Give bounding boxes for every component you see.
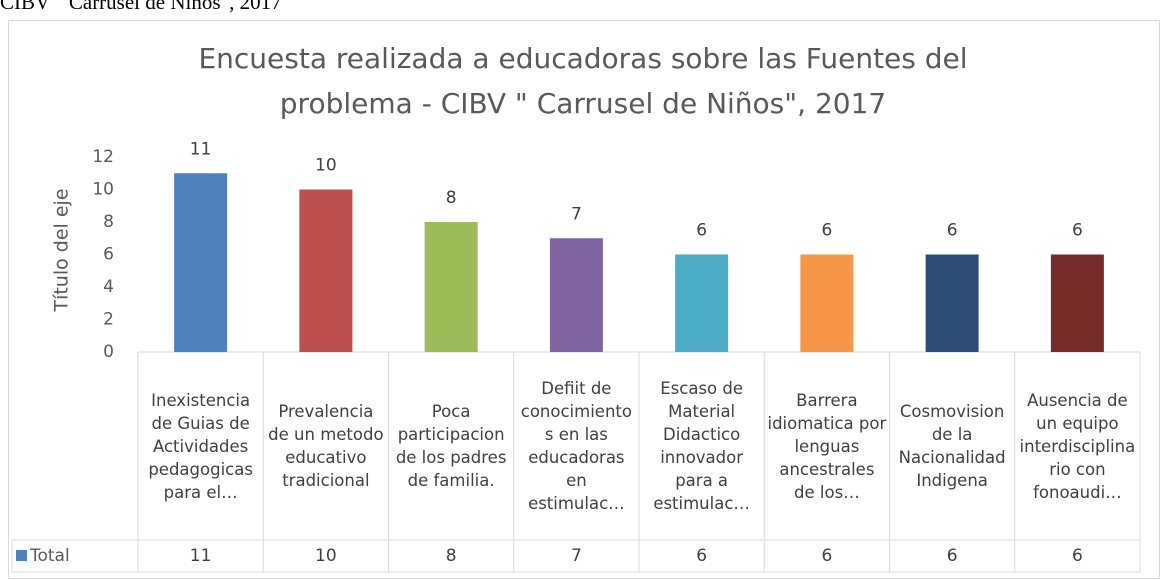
data-label: 6 [947,221,958,241]
caption: CIBV " Carrusel de Niños", 2017 [0,0,282,14]
category-cell: Cosmovision de la Nacionalidad Indigena [898,402,1006,490]
table-value: 8 [446,546,457,566]
category-cell: Escaso de Material Didactico innovador p… [653,379,750,513]
x-tick-label: Escaso de Material Didactico innovador p… [653,379,750,513]
y-tick-label: 10 [92,180,114,200]
category-cell: Defiit de conocimientos en las educadora… [520,379,632,513]
x-tick-label: Defiit de conocimientos en las educadora… [520,379,632,513]
bar [174,173,228,352]
bar [800,254,854,352]
y-axis-label: Título del eje [51,188,73,312]
data-label: 6 [1072,221,1083,241]
data-label: 6 [696,221,707,241]
table-value: 6 [947,546,958,566]
table-value: 6 [696,546,707,566]
y-tick-label: 12 [92,147,114,167]
x-tick-label: Poca participacion de los padres de fami… [395,402,507,490]
table-value: 7 [571,546,582,566]
y-tick-label: 8 [103,212,114,232]
data-label: 11 [190,139,212,159]
data-label: 10 [315,156,337,176]
data-label: 7 [571,204,582,224]
x-tick-label: Barrera idiomatica por lenguas ancestral… [767,390,887,502]
x-tick-label: Cosmovision de la Nacionalidad Indigena [898,402,1006,490]
x-tick-label: Inexistencia de Guias de Actividades ped… [148,390,253,502]
bar [299,189,353,352]
category-cell: Barrera idiomatica por lenguas ancestral… [767,390,887,502]
bar [424,222,478,352]
table-value: 6 [1072,546,1083,566]
y-tick-label: 2 [103,310,114,330]
table-value: 6 [821,546,832,566]
x-tick-label: Prevalencia de un metodo educativo tradi… [268,402,384,490]
bar [549,238,603,352]
legend-label: Total [29,546,70,566]
category-cell: Prevalencia de un metodo educativo tradi… [268,402,384,490]
data-label: 8 [446,188,457,208]
legend-key [16,550,27,561]
data-label: 6 [821,221,832,241]
category-cell: Ausencia de un equipo interdisciplinario… [1019,390,1136,502]
y-tick-label: 0 [103,342,114,362]
x-tick-label: Ausencia de un equipo interdisciplinario… [1019,390,1136,502]
table-value: 11 [190,546,212,566]
bar [925,254,979,352]
chart-title: Encuesta realizada a educadoras sobre la… [198,42,967,120]
category-cell: Inexistencia de Guias de Actividades ped… [148,390,253,502]
category-cell: Poca participacion de los padres de fami… [395,402,507,490]
bar [675,254,729,352]
bar [1050,254,1104,352]
table-value: 10 [315,546,337,566]
y-tick-label: 6 [103,245,114,265]
y-tick-label: 4 [103,277,114,297]
